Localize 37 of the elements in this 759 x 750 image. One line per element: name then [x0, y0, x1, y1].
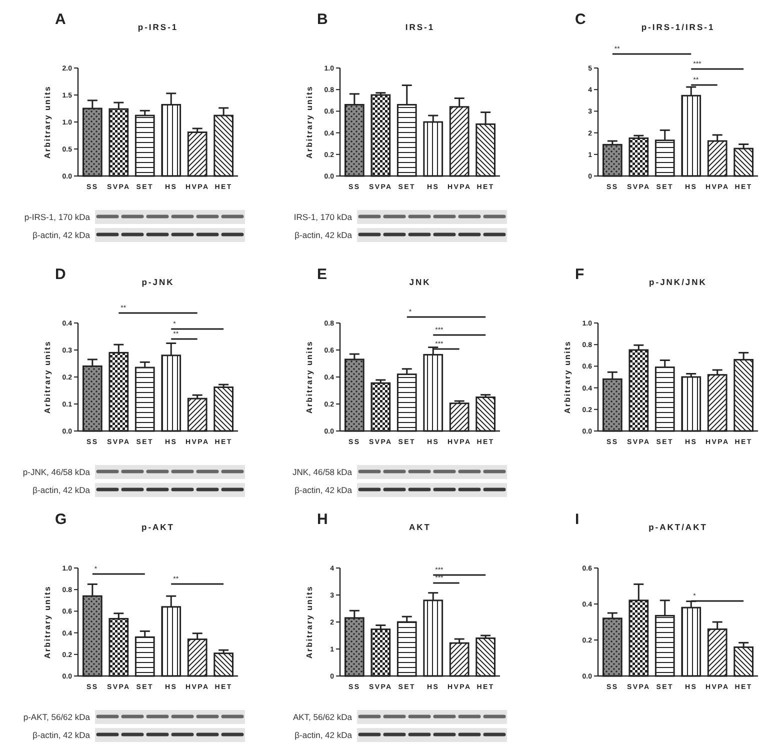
y-axis-title: Arbitrary units	[43, 340, 52, 414]
chart-title: p-JNK	[142, 277, 174, 287]
text: β-actin, 42 kDa	[294, 730, 352, 740]
y-axis-title: Arbitrary units	[305, 340, 314, 414]
text: C	[575, 11, 586, 28]
text: JNK, 46/58 kDa	[292, 467, 352, 477]
text: IRS-1, 170 kDa	[294, 212, 352, 222]
text: F	[575, 266, 584, 283]
text: β-actin, 42 kDa	[294, 230, 352, 240]
text: β-actin, 42 kDa	[32, 730, 90, 740]
y-axis-title: Arbitrary units	[305, 85, 314, 159]
text: p-AKT, 56/62 kDa	[23, 712, 90, 722]
text: β-actin, 42 kDa	[294, 485, 352, 495]
y-axis-title: Arbitrary units	[43, 585, 52, 659]
text: β-actin, 42 kDa	[32, 230, 90, 240]
text: p-JNK, 46/58 kDa	[22, 467, 90, 477]
text: D	[55, 266, 66, 283]
text: G	[55, 511, 67, 528]
chart-title: p-JNK/JNK	[649, 277, 707, 287]
chart-title: AKT	[409, 522, 431, 532]
chart-title: JNK	[409, 277, 431, 287]
y-axis-title: Arbitrary units	[563, 340, 572, 414]
text: p-IRS-1, 170 kDa	[24, 212, 90, 222]
text: I	[575, 511, 580, 528]
y-axis-title: Arbitrary units	[305, 585, 314, 659]
chart-title: p-IRS-1/IRS-1	[641, 22, 715, 32]
text: B	[317, 11, 328, 28]
chart-title: p-AKT	[142, 522, 174, 532]
text: H	[317, 511, 328, 528]
text: A	[55, 11, 66, 28]
chart-title: p-AKT/AKT	[648, 522, 708, 532]
text: AKT, 56/62 kDa	[292, 712, 352, 722]
y-axis-title: Arbitrary units	[43, 85, 52, 159]
chart-title: p-IRS-1	[138, 22, 178, 32]
text: β-actin, 42 kDa	[32, 485, 90, 495]
chart-title: IRS-1	[405, 22, 435, 32]
text: E	[317, 266, 328, 283]
